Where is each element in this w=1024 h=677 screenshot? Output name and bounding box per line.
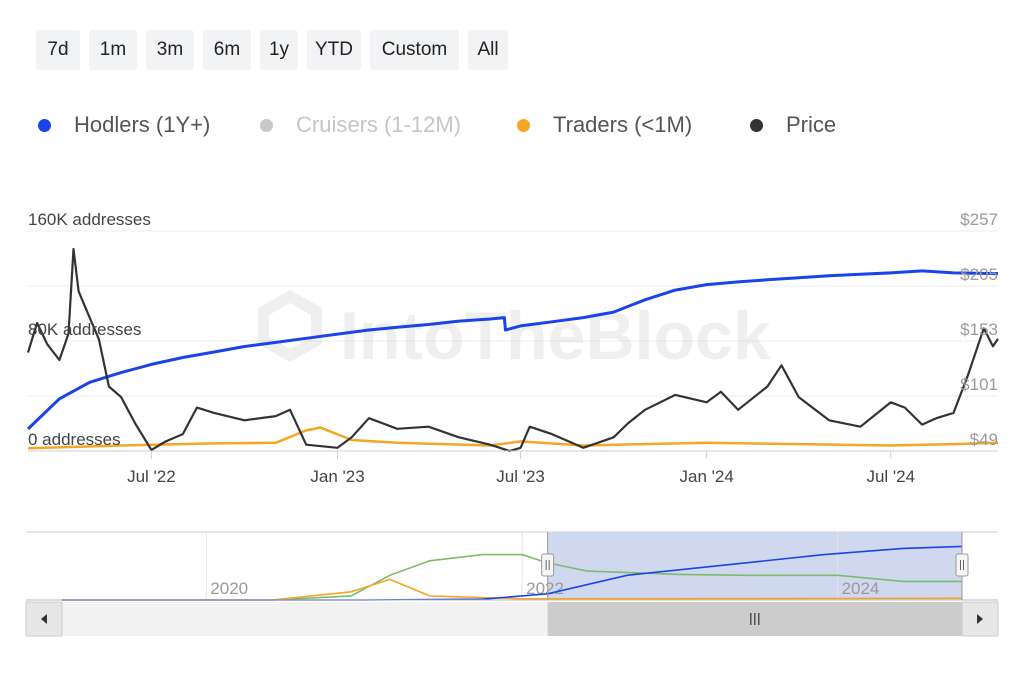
range-button-7d[interactable]: 7d	[36, 30, 80, 70]
x-tick-label: Jul '23	[496, 467, 545, 486]
range-button-all[interactable]: All	[468, 30, 508, 70]
y-right-tick-label: $153	[960, 320, 998, 339]
legend-dot-icon	[260, 119, 273, 132]
y-right-tick-label: $205	[960, 265, 998, 284]
x-tick-label: Jan '24	[680, 467, 734, 486]
range-button-custom[interactable]: Custom	[370, 30, 459, 70]
legend-dot-icon	[750, 119, 763, 132]
watermark-logo-icon	[258, 290, 322, 362]
navigator-year-label: 2024	[842, 579, 880, 598]
x-tick-label: Jul '24	[866, 467, 915, 486]
x-tick-label: Jan '23	[310, 467, 364, 486]
range-button-3m[interactable]: 3m	[146, 30, 194, 70]
series-line-3	[26, 247, 999, 453]
main-chart: IntoTheBlock 160K addresses 80K addresses 0…	[26, 210, 999, 486]
range-button-1m[interactable]: 1m	[89, 30, 137, 70]
navigator-left-handle[interactable]	[541, 532, 555, 600]
navigator-right-handle[interactable]	[955, 532, 969, 600]
x-tick-label: Jul '22	[127, 467, 176, 486]
series-line-1	[26, 269, 999, 431]
range-button-6m[interactable]: 6m	[203, 30, 251, 70]
y-right-tick-label: $257	[960, 210, 998, 229]
legend-label: Price	[786, 112, 837, 137]
scroll-left-button[interactable]	[25, 601, 63, 637]
legend-dot-icon	[517, 119, 530, 132]
navigator-year-label: 2020	[210, 579, 248, 598]
navigator-series-line-1	[62, 553, 962, 601]
navigator-year-label: 2022	[526, 579, 564, 598]
watermark-text: IntoTheBlock	[340, 298, 771, 374]
handle-grip[interactable]	[541, 553, 555, 577]
legend-dot-icon	[38, 119, 51, 132]
y-left-tick-label: 80K addresses	[28, 320, 141, 339]
range-button-1y[interactable]: 1y	[260, 30, 298, 70]
range-button-ytd[interactable]: YTD	[307, 30, 361, 70]
watermark: IntoTheBlock	[258, 290, 771, 374]
handle-grip[interactable]	[955, 553, 969, 577]
range-navigator: 2020 2022 2024	[25, 531, 999, 637]
navigator-selected-range[interactable]	[547, 532, 962, 600]
arrow-right-icon	[977, 614, 983, 624]
y-right-tick-label: $101	[960, 375, 998, 394]
arrow-left-icon	[41, 614, 47, 624]
y-left-tick-label: 160K addresses	[28, 210, 151, 229]
legend-label: Hodlers (1Y+)	[74, 112, 211, 137]
legend-label: Traders (<1M)	[553, 112, 693, 137]
y-right-tick-label: $49	[970, 430, 998, 449]
scroll-right-button[interactable]	[961, 601, 999, 637]
y-left-tick-label: 0 addresses	[28, 430, 121, 449]
legend-label: Cruisers (1-12M)	[296, 112, 462, 137]
